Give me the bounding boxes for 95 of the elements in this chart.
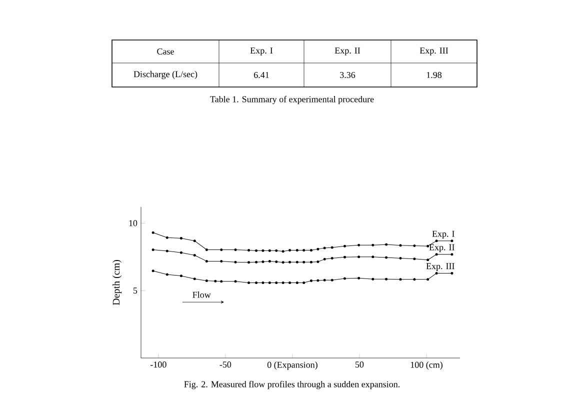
point — [248, 249, 250, 252]
point — [435, 253, 438, 256]
point — [399, 244, 402, 247]
point — [220, 280, 223, 283]
point — [330, 246, 334, 249]
text: Discharge (L/sec) — [134, 70, 198, 80]
point — [248, 261, 250, 264]
point — [310, 260, 312, 264]
point — [262, 249, 264, 252]
point — [450, 272, 454, 274]
point — [399, 278, 402, 281]
y-tick-label: 10 — [129, 220, 138, 226]
y-axis-title: Depth (cm) — [112, 260, 122, 306]
point — [330, 278, 334, 282]
data-label: 3.36 — [340, 72, 356, 78]
point — [316, 260, 320, 263]
point — [268, 249, 271, 252]
point — [385, 256, 388, 259]
point — [166, 250, 168, 252]
point — [166, 273, 168, 276]
data-label: 1.98 — [426, 72, 442, 78]
point — [214, 280, 217, 282]
point — [343, 256, 346, 258]
caption: Fig. 2. Measured flow profiles through a sudden expansion. — [184, 380, 400, 390]
point — [323, 278, 326, 282]
point — [310, 249, 312, 252]
point — [385, 243, 388, 246]
point — [450, 240, 454, 242]
point — [358, 276, 360, 280]
series-label: Exp. II — [429, 244, 454, 252]
annotation: Flow — [192, 292, 211, 298]
series-label: Exp. III — [426, 263, 454, 271]
point — [372, 244, 374, 246]
point — [413, 278, 416, 281]
point — [413, 258, 416, 260]
x-tick-label: 100 (cm) — [410, 362, 442, 370]
point — [296, 249, 298, 252]
point — [262, 260, 264, 263]
point — [220, 260, 223, 262]
point — [282, 282, 284, 284]
point — [180, 251, 182, 254]
text: Table 1. Summary of experimental procedure — [210, 96, 374, 104]
point — [435, 272, 438, 274]
point — [180, 237, 182, 240]
point — [180, 274, 182, 278]
category-label: Exp. II — [334, 48, 360, 56]
point — [193, 240, 196, 242]
point — [282, 250, 284, 253]
point — [426, 258, 430, 262]
series-label: Exp. I — [432, 230, 454, 239]
point — [234, 280, 237, 283]
x-tick-label: 0 (Expansion) — [267, 362, 318, 370]
x-tick-label: -100 — [150, 362, 166, 368]
point — [435, 240, 438, 242]
point — [288, 282, 292, 284]
point — [310, 279, 312, 282]
point — [275, 260, 278, 263]
text: Case — [157, 48, 174, 55]
point — [282, 261, 284, 264]
point — [275, 249, 278, 252]
point — [413, 244, 416, 247]
x-tick-label: -50 — [220, 362, 232, 368]
point — [248, 282, 250, 284]
point — [358, 256, 360, 258]
point — [268, 282, 271, 284]
point — [262, 282, 264, 284]
point — [275, 282, 278, 284]
category-label: Exp. I — [250, 48, 273, 56]
point — [288, 249, 292, 252]
point — [193, 278, 196, 280]
point — [234, 248, 237, 251]
y-tick-label: 5 — [133, 288, 138, 294]
point — [152, 248, 154, 251]
point — [193, 254, 196, 257]
point — [288, 260, 292, 264]
point — [316, 248, 320, 250]
point — [358, 244, 360, 246]
point — [372, 256, 374, 258]
category-label: Exp. III — [420, 48, 448, 56]
point — [220, 248, 223, 251]
point — [166, 236, 168, 239]
point — [234, 260, 237, 264]
point — [316, 279, 320, 282]
point — [343, 277, 346, 280]
point — [152, 270, 154, 272]
point — [268, 260, 271, 262]
point — [296, 260, 298, 264]
point — [385, 278, 388, 280]
point — [296, 282, 298, 284]
point — [426, 278, 430, 281]
point — [372, 278, 374, 280]
x-tick-label: 50 — [355, 362, 364, 368]
point — [450, 253, 454, 256]
point — [323, 246, 326, 250]
data-label: 6.41 — [254, 72, 269, 78]
